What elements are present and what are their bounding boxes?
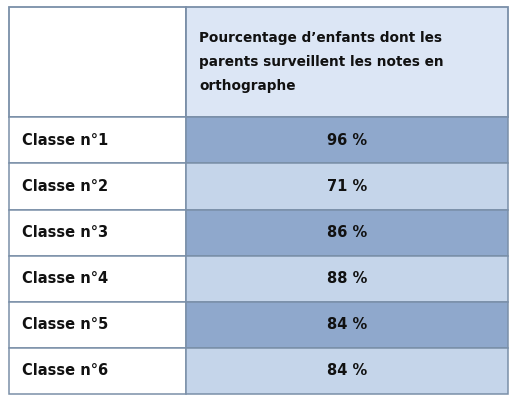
- Text: 96 %: 96 %: [327, 133, 367, 148]
- Bar: [186, 164, 508, 209]
- Text: 84 %: 84 %: [327, 317, 367, 332]
- Bar: [186, 348, 508, 394]
- Bar: [9, 255, 186, 302]
- Bar: [186, 209, 508, 255]
- Bar: [186, 255, 508, 302]
- Text: Classe n°4: Classe n°4: [22, 271, 109, 286]
- Bar: [9, 302, 186, 348]
- Bar: [9, 164, 186, 209]
- Text: Pourcentage d’enfants dont les
parents surveillent les notes en
orthographe: Pourcentage d’enfants dont les parents s…: [199, 31, 444, 93]
- Text: 71 %: 71 %: [327, 179, 367, 194]
- Bar: [9, 7, 186, 117]
- Text: Classe n°2: Classe n°2: [22, 179, 109, 194]
- Bar: [186, 117, 508, 164]
- Text: 86 %: 86 %: [327, 225, 367, 240]
- Bar: [186, 7, 508, 117]
- Text: 88 %: 88 %: [327, 271, 367, 286]
- Bar: [9, 209, 186, 255]
- Bar: [9, 117, 186, 164]
- Text: Classe n°5: Classe n°5: [22, 317, 109, 332]
- Bar: [9, 348, 186, 394]
- Text: Classe n°1: Classe n°1: [22, 133, 109, 148]
- Text: Classe n°6: Classe n°6: [22, 363, 109, 378]
- Text: Classe n°3: Classe n°3: [22, 225, 109, 240]
- Bar: [186, 302, 508, 348]
- Text: 84 %: 84 %: [327, 363, 367, 378]
